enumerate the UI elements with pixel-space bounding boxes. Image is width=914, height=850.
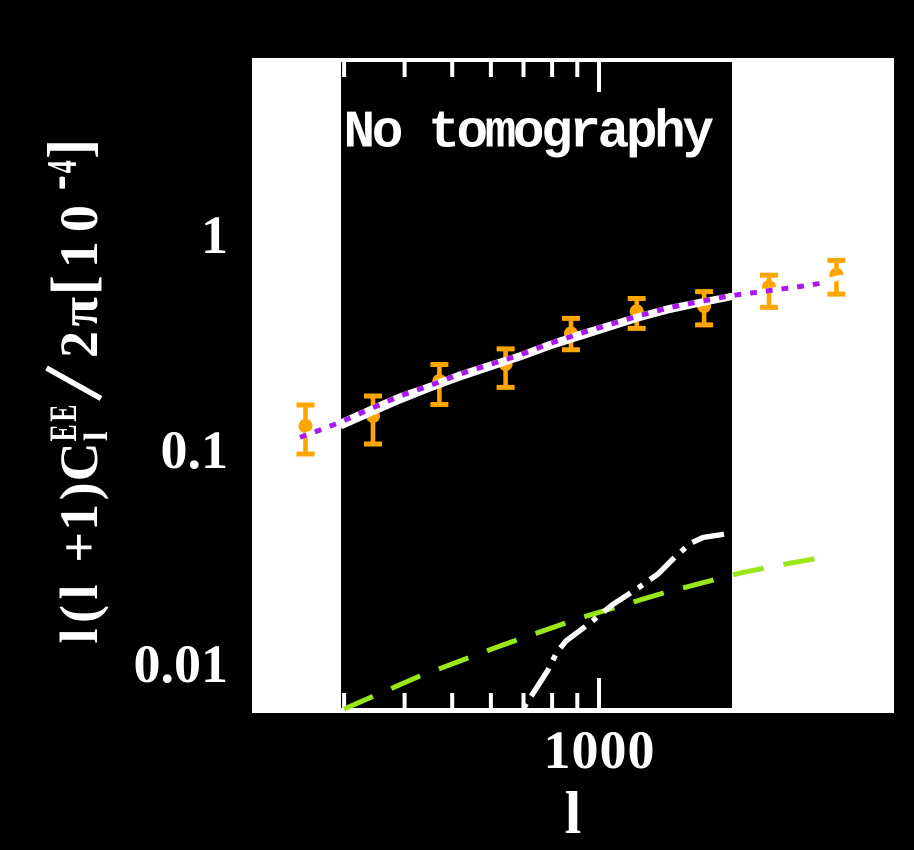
svg-text:0.1: 0.1 — [161, 420, 229, 480]
svg-text:l: l — [78, 432, 115, 441]
svg-text:1000: 1000 — [544, 720, 656, 780]
svg-text:l: l — [565, 780, 582, 846]
svg-text:]: ] — [36, 139, 103, 159]
svg-text:EE: EE — [43, 402, 85, 442]
svg-text:l(l+1)C: l(l+1)C — [49, 437, 109, 644]
svg-text:0.01: 0.01 — [134, 634, 229, 694]
svg-text:No tomography: No tomography — [344, 103, 714, 163]
svg-text:1: 1 — [201, 205, 228, 265]
svg-text:2π[10: 2π[10 — [40, 199, 109, 358]
